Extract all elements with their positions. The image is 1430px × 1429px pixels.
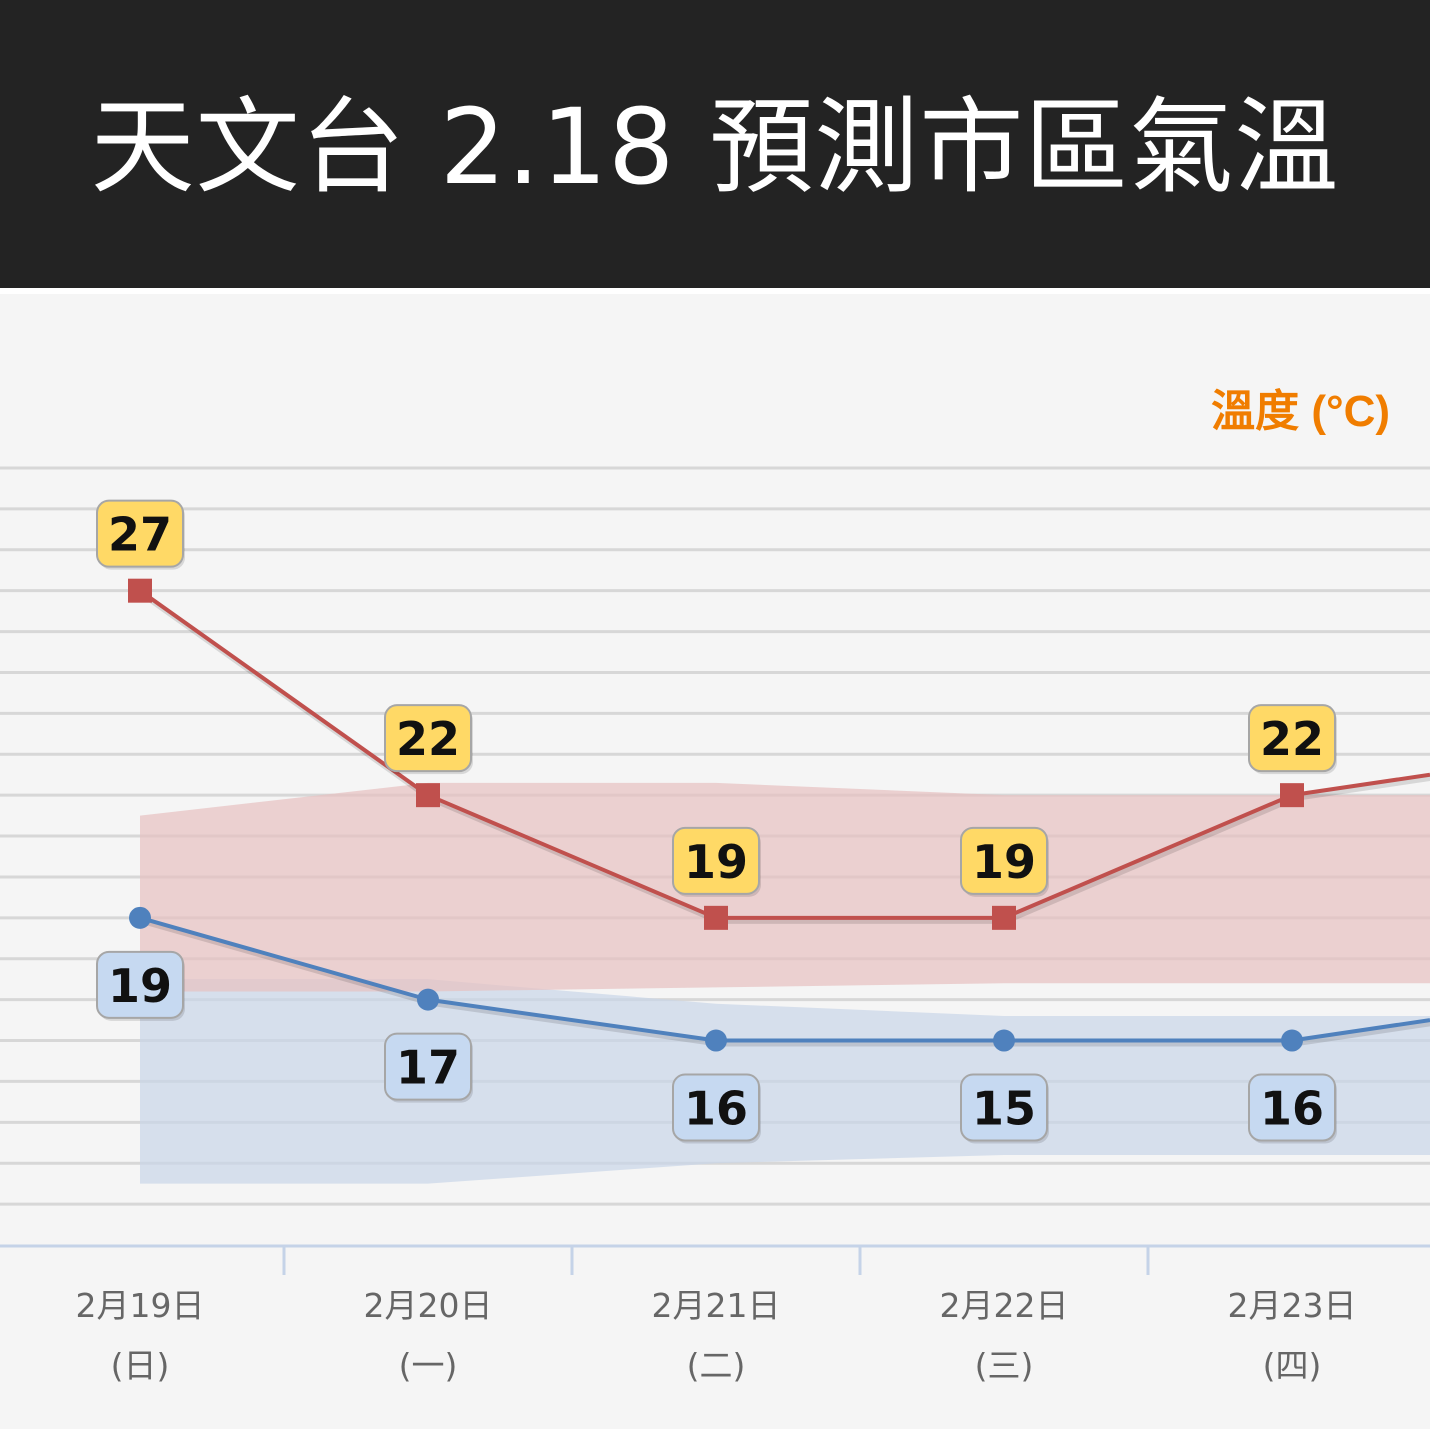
x-tick-weekday: (一) bbox=[399, 1346, 458, 1385]
max-range-band bbox=[140, 782, 1430, 992]
x-tick-weekday: (日) bbox=[111, 1346, 170, 1385]
label-box bbox=[1248, 1073, 1336, 1142]
label-box bbox=[960, 1073, 1048, 1142]
label-box bbox=[672, 826, 760, 895]
min-temp-label: 15 bbox=[960, 1073, 1049, 1144]
min-temp-value: 15 bbox=[972, 1082, 1036, 1136]
max-temp-label: 22 bbox=[1248, 704, 1337, 775]
label-box bbox=[672, 1073, 760, 1142]
min-temp-label: 17 bbox=[384, 1032, 473, 1103]
max-temp-value: 22 bbox=[1260, 712, 1324, 766]
min-temp-label: 16 bbox=[672, 1073, 761, 1144]
max-temp-value: 19 bbox=[684, 835, 748, 889]
min-temp-value: 16 bbox=[1260, 1082, 1324, 1136]
x-tick-date: 2月20日 bbox=[364, 1286, 493, 1325]
max-temp-marker bbox=[416, 783, 440, 808]
max-temp-label: 19 bbox=[672, 826, 761, 897]
min-temp-marker bbox=[129, 906, 151, 929]
min-temp-marker bbox=[417, 988, 439, 1011]
header-divider bbox=[0, 288, 1430, 294]
value-labels: 27 22 19 19 22 19 17 16 15 16 bbox=[96, 499, 1337, 1144]
x-axis: 2月19日 (日) 2月20日 (一) 2月21日 (二) 2月22日 (三) 2月23日 (四) bbox=[0, 1244, 1430, 1385]
min-temp-value: 17 bbox=[396, 1041, 460, 1095]
max-temp-marker bbox=[128, 578, 152, 603]
min-temp-marker bbox=[993, 1029, 1015, 1052]
x-tick-weekday: (二) bbox=[687, 1346, 746, 1385]
min-temp-value: 19 bbox=[108, 959, 172, 1013]
x-tick-weekday: (三) bbox=[975, 1346, 1034, 1385]
max-temp-marker bbox=[704, 905, 728, 930]
range-bands bbox=[140, 782, 1430, 1184]
label-box bbox=[96, 950, 184, 1019]
unit-label: 溫度 (°C) bbox=[1211, 387, 1390, 436]
header-bar: 天文台 2.18 預測市區氣溫 bbox=[0, 0, 1430, 288]
x-tick-date: 2月19日 bbox=[76, 1286, 205, 1325]
series-lines bbox=[138, 589, 1430, 1047]
label-box bbox=[960, 826, 1048, 895]
page-title: 天文台 2.18 預測市區氣溫 bbox=[90, 86, 1340, 208]
max-temp-value: 22 bbox=[396, 712, 460, 766]
max-temp-value: 27 bbox=[108, 508, 172, 562]
x-tick-weekday: (四) bbox=[1263, 1346, 1322, 1385]
max-temp-marker bbox=[1280, 783, 1304, 808]
series-markers bbox=[128, 578, 1304, 1052]
min-temp-marker bbox=[1281, 1029, 1303, 1052]
label-box bbox=[384, 1032, 472, 1101]
max-series-line bbox=[138, 589, 1430, 920]
min-temp-label: 19 bbox=[96, 950, 185, 1021]
min-temp-value: 16 bbox=[684, 1082, 748, 1136]
min-series-line bbox=[139, 915, 1430, 1043]
min-range-band bbox=[140, 979, 1430, 1184]
label-box bbox=[1248, 704, 1336, 773]
max-temp-marker bbox=[992, 905, 1016, 930]
x-tick-date: 2月22日 bbox=[940, 1286, 1069, 1325]
max-temp-value: 19 bbox=[972, 835, 1036, 889]
label-box bbox=[384, 704, 472, 773]
label-box bbox=[96, 499, 184, 568]
x-tick-date: 2月23日 bbox=[1228, 1286, 1357, 1325]
max-temp-label: 27 bbox=[96, 499, 185, 570]
min-series-shadow bbox=[141, 917, 1430, 1047]
min-temp-label: 16 bbox=[1248, 1073, 1337, 1144]
max-temp-label: 19 bbox=[960, 826, 1049, 897]
x-tick-date: 2月21日 bbox=[652, 1286, 781, 1325]
max-temp-label: 22 bbox=[384, 704, 473, 775]
min-temp-marker bbox=[705, 1029, 727, 1052]
